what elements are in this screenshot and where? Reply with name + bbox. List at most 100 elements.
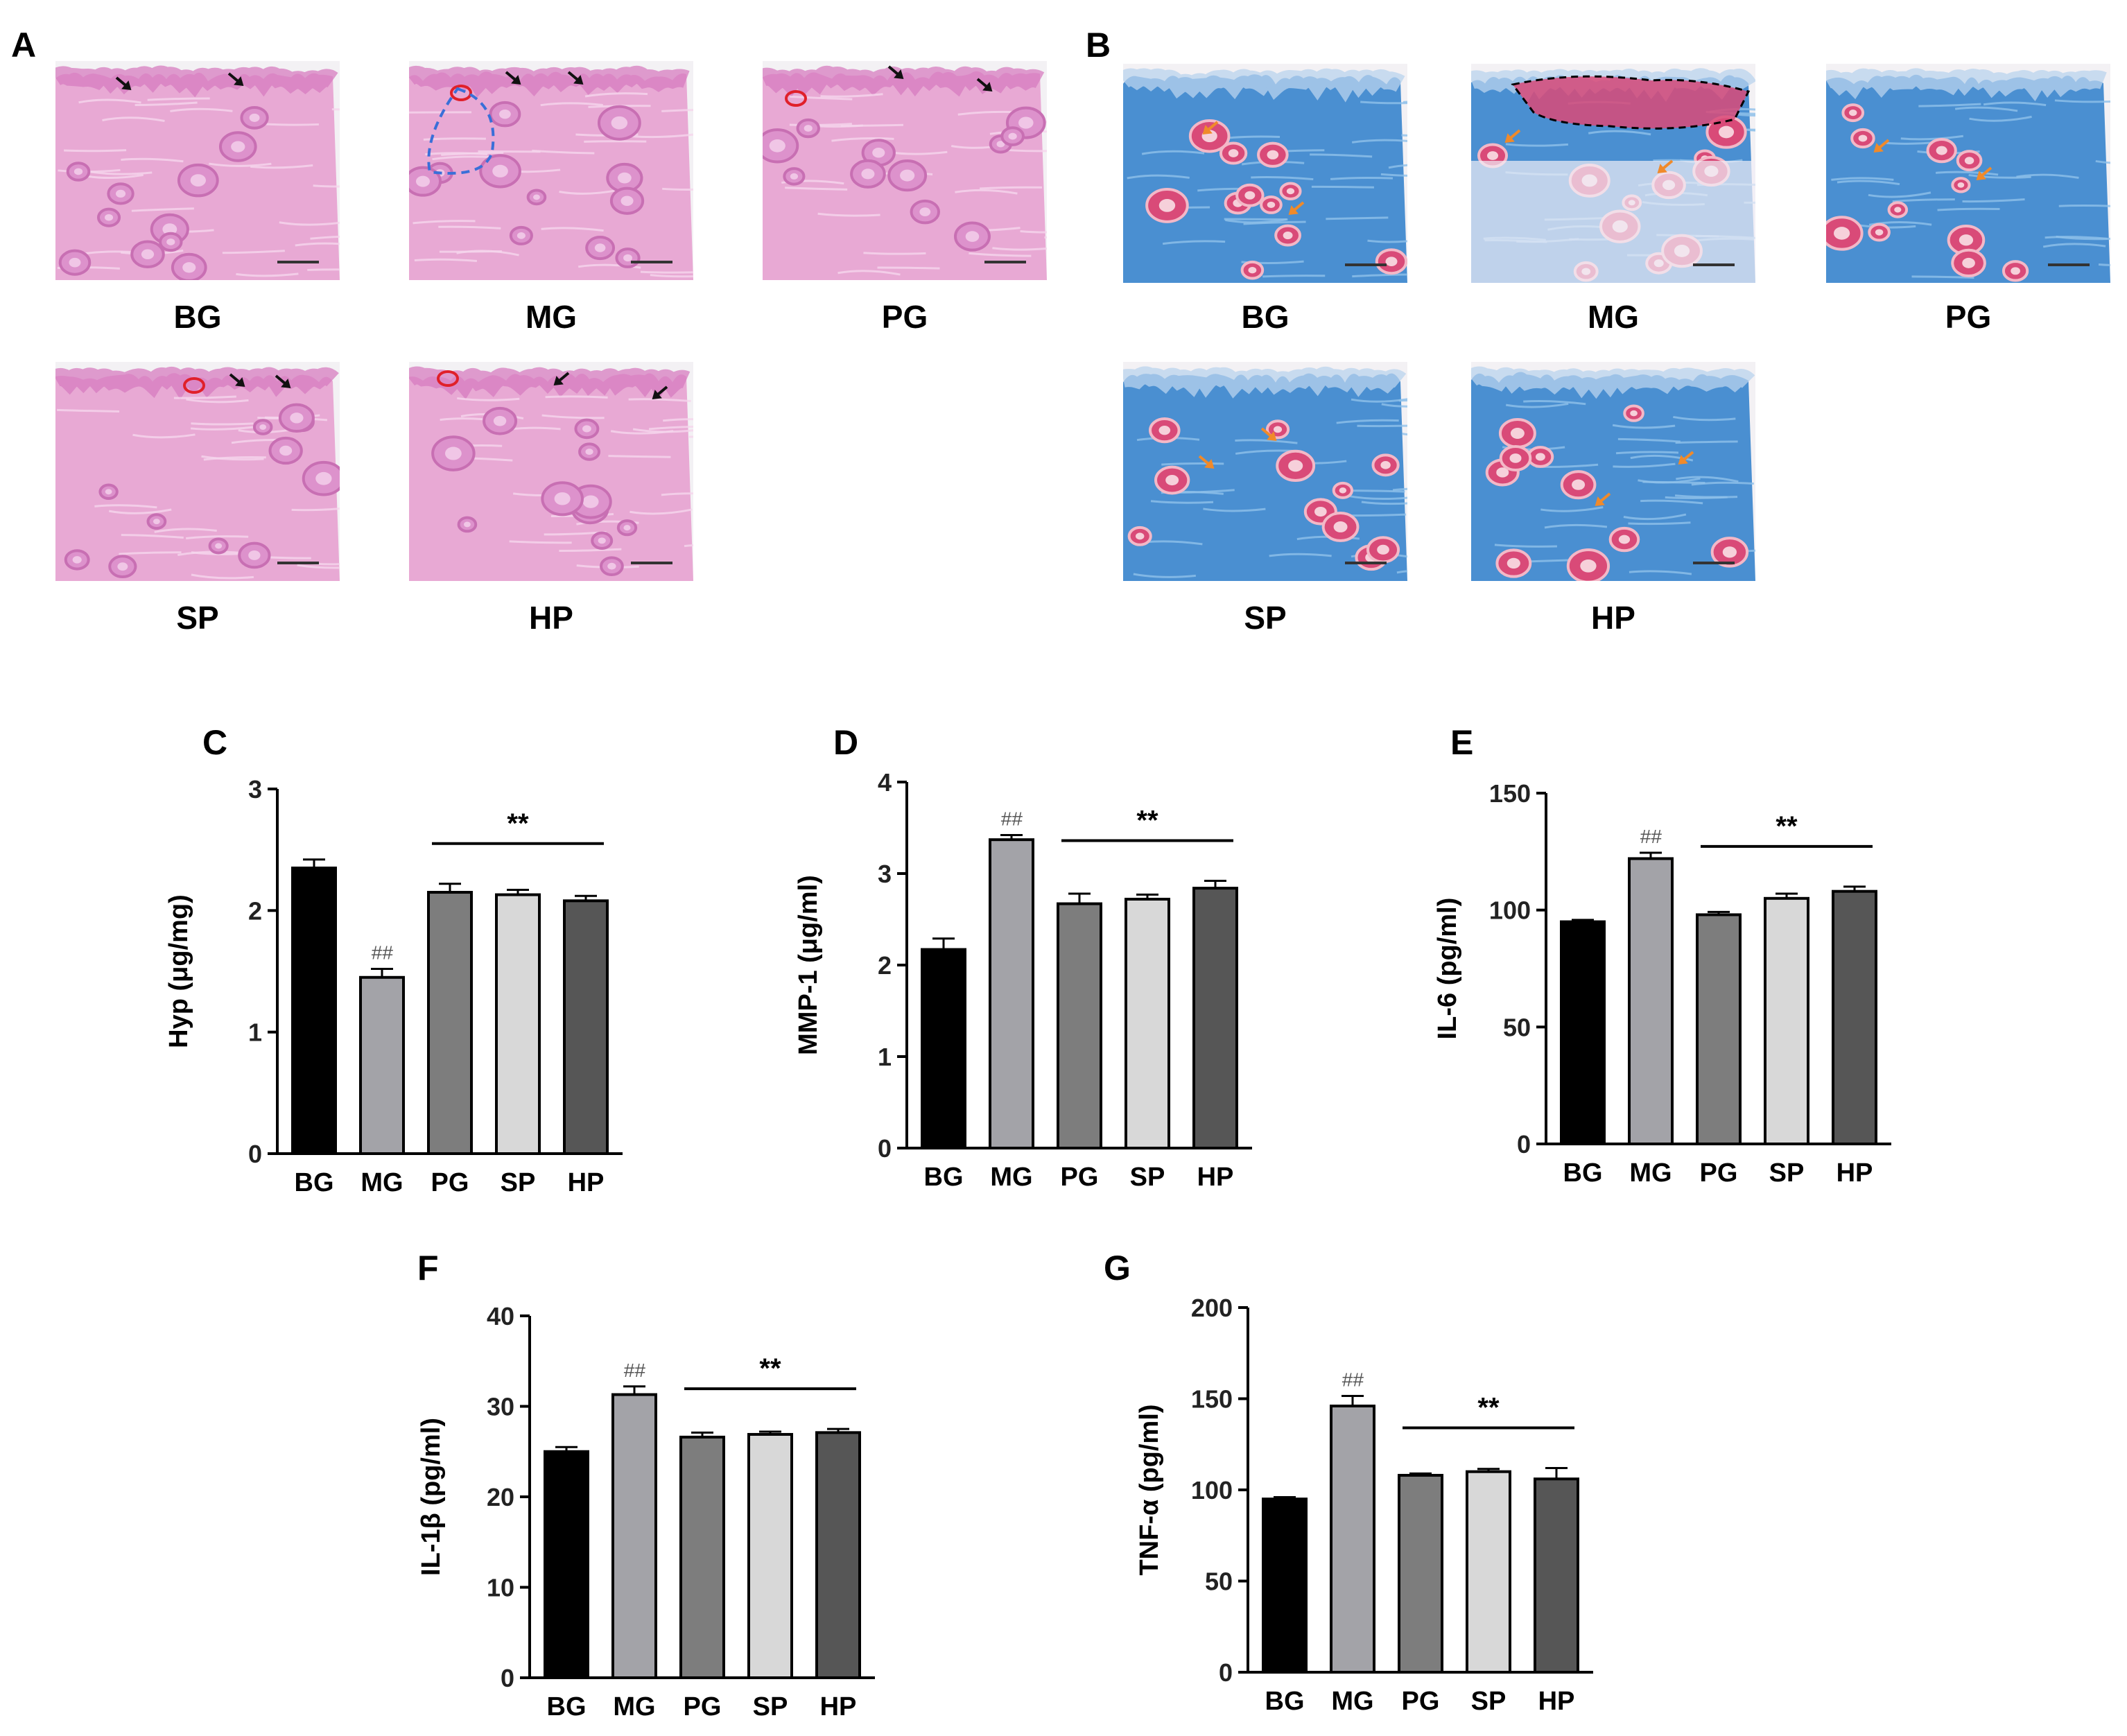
bar-pg [1398, 1473, 1443, 1674]
y-tick-label: 150 [1191, 1385, 1233, 1414]
collagen-fiber [177, 550, 241, 556]
tissue-image [1471, 64, 1755, 283]
collagen-fiber [541, 414, 605, 419]
y-tick-label: 10 [487, 1574, 514, 1602]
follicle-lumen [585, 449, 593, 455]
micrograph-b-hp [1471, 362, 1755, 581]
collagen-fiber [1613, 462, 1676, 468]
bar-sp [747, 1432, 793, 1679]
follicle-lumen [1273, 426, 1283, 433]
follicle-lumen [594, 243, 606, 252]
collagen-fiber [1150, 500, 1214, 504]
x-tick-label: BG [1265, 1687, 1305, 1716]
bar-hp [1534, 1477, 1579, 1674]
collagen-fiber [478, 150, 541, 153]
collagen-fiber [1351, 398, 1407, 403]
collagen-fiber [1629, 570, 1692, 575]
collagen-fiber [203, 456, 266, 461]
scale-bar [2048, 263, 2090, 266]
arrow-icon [1595, 492, 1611, 506]
collagen-fiber [1505, 402, 1569, 408]
follicle-lumen [623, 525, 631, 531]
collagen-fiber [1676, 476, 1739, 483]
y-axis-label: IL-1β (pg/ml) [417, 1418, 446, 1576]
bar-pg [427, 891, 473, 1156]
arrow-icon [1198, 455, 1215, 469]
significance-marker: ## [1342, 1369, 1364, 1391]
arrow-icon [227, 72, 244, 86]
tissue-body [409, 373, 693, 581]
follicle-lumen [611, 116, 628, 130]
follicle-lumen [1510, 427, 1525, 439]
significance-stars: ** [759, 1353, 781, 1384]
follicle-lumen [463, 521, 471, 528]
follicle-lumen [1959, 234, 1974, 246]
follicle-lumen [1858, 134, 1868, 142]
bar-chart-d: D 0 1 2 3 4 MMP-1 (μg/ml) BG MG PG SP HP ## ** [794, 723, 1252, 1192]
collagen-fiber [1505, 143, 1569, 147]
follicle-lumen [1722, 546, 1737, 558]
collagen-fiber [831, 137, 894, 142]
tissue-image [1123, 362, 1407, 581]
x-tick-label: HP [820, 1692, 857, 1721]
collagen-fiber [608, 455, 671, 458]
collagen-fiber [297, 564, 340, 569]
collagen-fiber [1401, 134, 1407, 137]
follicle-lumen [582, 425, 591, 433]
y-axis-label: IL-6 (pg/ml) [1433, 898, 1462, 1040]
x-tick-label: PG [1700, 1158, 1738, 1188]
collagen-fiber [250, 164, 313, 169]
y-tick-label: 40 [487, 1302, 514, 1330]
micrograph-b-sp [1123, 362, 1407, 581]
follicle-lumen [1283, 231, 1293, 240]
y-tick-label: 1 [878, 1043, 892, 1071]
dashed-outline [1511, 75, 1751, 130]
follicle-lumen [554, 492, 571, 505]
follicle-lumen [1875, 229, 1884, 236]
arrow-icon [1873, 139, 1890, 153]
follicle-lumen [804, 125, 813, 132]
panel-letter-a: A [11, 26, 37, 64]
fibrotic-region [1513, 76, 1748, 129]
significance-stars: ** [1136, 806, 1158, 836]
arrow-icon [1288, 201, 1305, 215]
follicle-lumen [1580, 559, 1597, 573]
micrograph-label: MG [525, 299, 578, 335]
collagen-fiber [121, 157, 184, 163]
collagen-fiber [414, 258, 478, 262]
collagen-fiber [790, 95, 853, 101]
bar-mg [1330, 1405, 1375, 1674]
arrow-icon [1976, 166, 1993, 180]
y-axis-label: MMP-1 (μg/ml) [794, 875, 823, 1055]
follicle-lumen [315, 471, 332, 485]
arrow-icon [1260, 427, 1277, 441]
collagen-fiber [222, 250, 285, 254]
epidermis-layer [55, 367, 339, 400]
x-tick-label: BG [924, 1163, 964, 1192]
y-tick-label: 1 [248, 1018, 262, 1047]
collagen-fiber [190, 426, 254, 431]
follicle-lumen [493, 415, 507, 426]
collagen-fiber [1235, 439, 1298, 444]
follicle-lumen [1244, 191, 1256, 200]
bar-chart-e: E 0 50 100 150 IL-6 (pg/ml) BG MG PG SP HP ## ** [1433, 723, 1891, 1188]
collagen-fiber [1396, 570, 1407, 574]
bar-bg [1560, 920, 1606, 1145]
bar-pg [679, 1435, 725, 1679]
y-axis-label: TNF-α (pg/ml) [1135, 1404, 1164, 1575]
follicle-lumen [1288, 460, 1303, 472]
follicle-lumen [279, 445, 293, 456]
follicle-lumen [1135, 532, 1145, 540]
bar-sp [1466, 1470, 1511, 1674]
collagen-fiber [1969, 115, 2032, 122]
collagen-fiber [1243, 220, 1306, 225]
collagen-fiber [1540, 506, 1604, 512]
follicle-lumen [1158, 199, 1176, 212]
collagen-fiber [236, 272, 299, 277]
y-tick-label: 30 [487, 1393, 514, 1421]
micrograph-a-mg [409, 61, 693, 280]
bar-hp [563, 899, 609, 1155]
collagen-fiber [432, 155, 495, 161]
x-tick-label: BG [547, 1692, 587, 1721]
follicle-lumen [73, 168, 83, 175]
